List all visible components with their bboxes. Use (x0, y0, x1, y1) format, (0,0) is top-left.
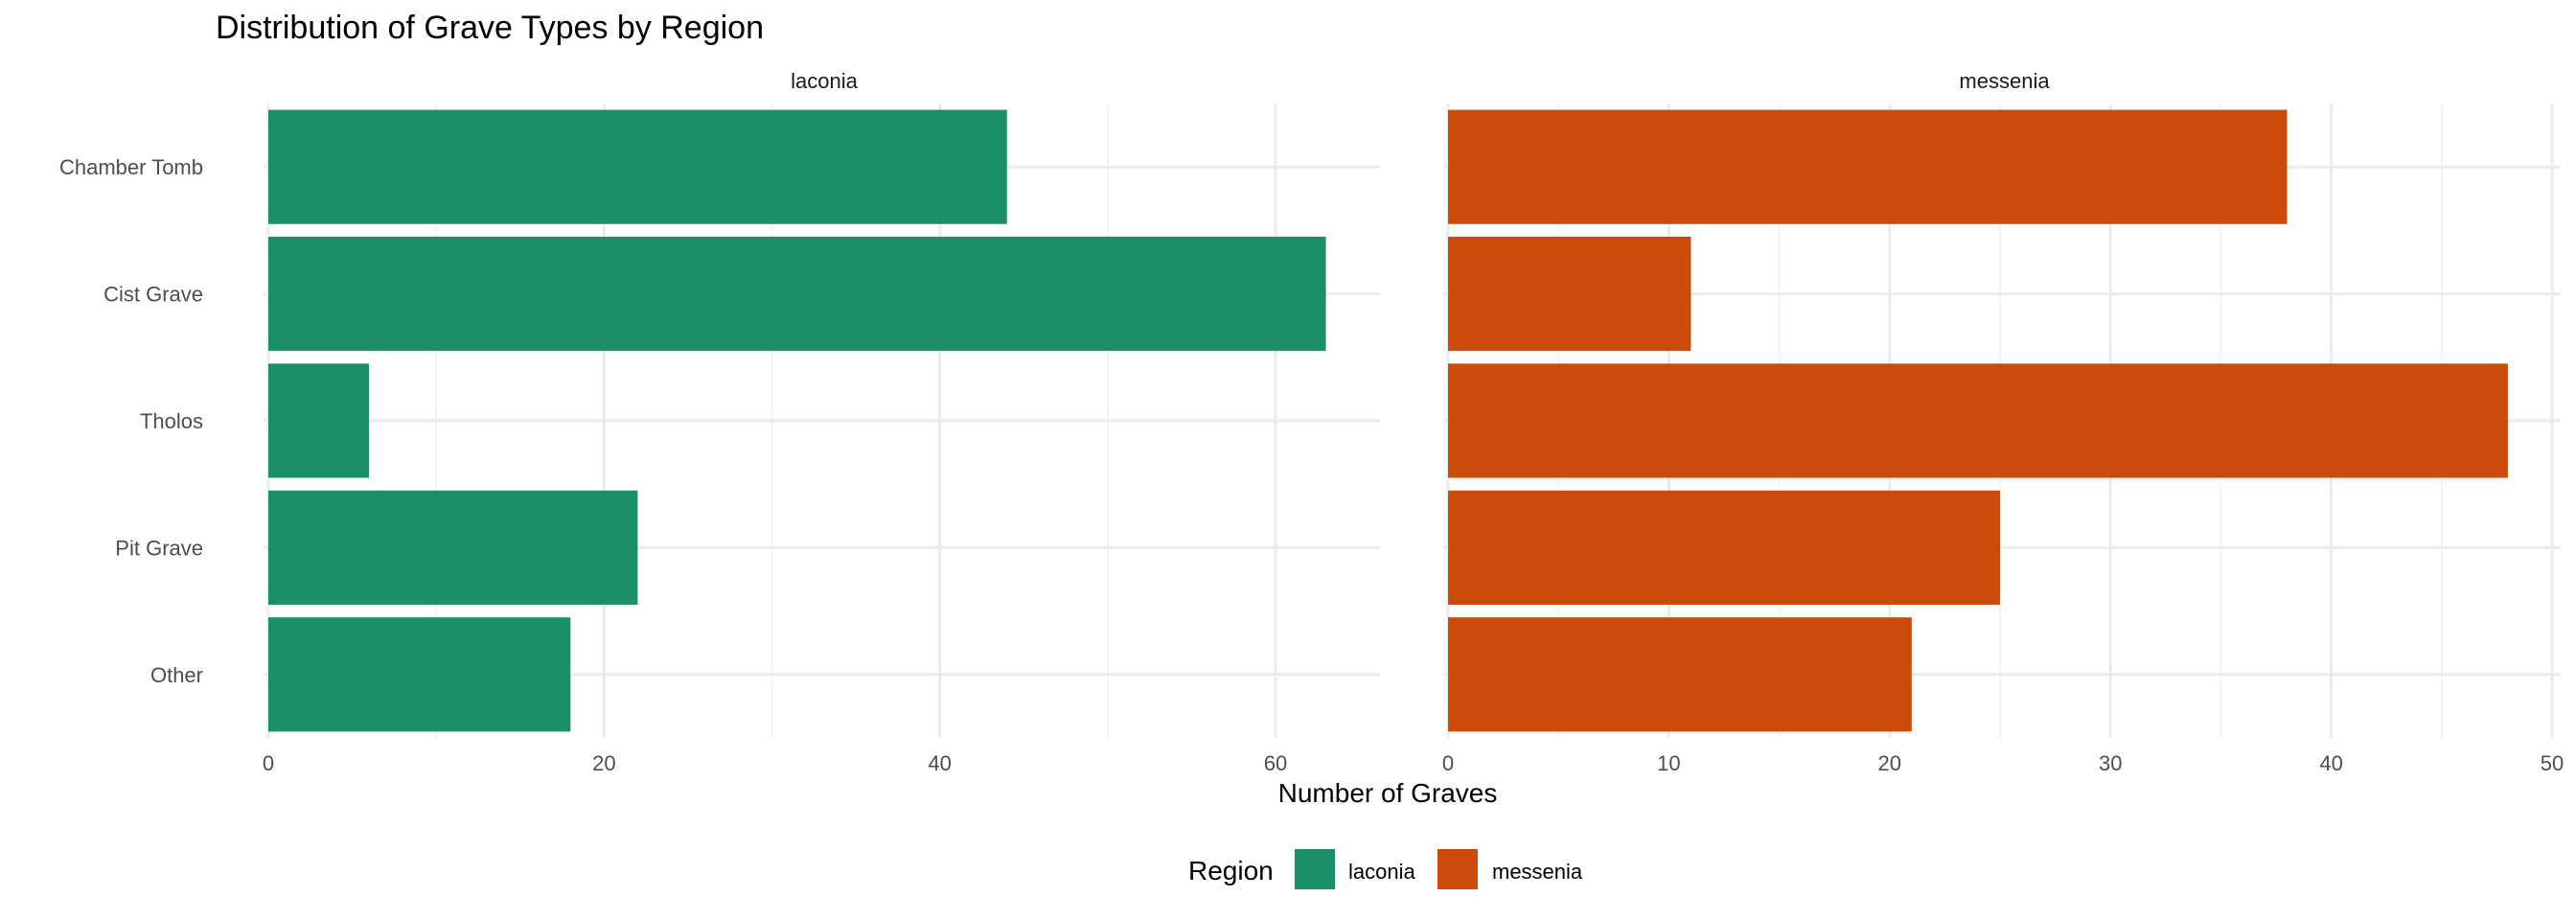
x-tick-label: 40 (2319, 751, 2342, 775)
facet-strip-label: laconia (791, 69, 858, 93)
y-tick-label: Cist Grave (104, 283, 203, 307)
legend-swatch-laconia (1295, 849, 1335, 889)
facet-panel-messenia: messenia 0 10 20 30 40 50 (1442, 69, 2564, 775)
bar-laconia-cist-grave (268, 237, 1326, 352)
bar-messenia-chamber-tomb (1448, 109, 2288, 224)
facet-strip-label: messenia (1959, 69, 2050, 93)
bar-laconia-pit-grave (268, 490, 638, 605)
x-tick-label: 0 (263, 751, 274, 775)
bar-messenia-cist-grave (1448, 237, 1691, 352)
legend-label-laconia: laconia (1348, 860, 1415, 884)
x-tick-label: 60 (1264, 751, 1287, 775)
y-tick-label: Other (150, 663, 203, 687)
x-tick-label: 10 (1657, 751, 1680, 775)
y-tick-label: Pit Grave (115, 536, 203, 560)
bar-messenia-tholos (1448, 363, 2508, 478)
x-tick-label: 20 (1878, 751, 1901, 775)
bar-messenia-other (1448, 617, 1912, 732)
bar-messenia-pit-grave (1448, 490, 2000, 605)
x-tick-label: 50 (2541, 751, 2564, 775)
legend-swatch-messenia (1438, 849, 1478, 889)
x-tick-label: 30 (2099, 751, 2122, 775)
x-axis-label: Number of Graves (1278, 778, 1498, 808)
y-tick-label: Tholos (140, 409, 203, 433)
y-tick-label: Chamber Tomb (59, 155, 203, 179)
x-tick-label: 40 (928, 751, 951, 775)
bar-laconia-chamber-tomb (268, 109, 1007, 224)
chart-title: Distribution of Grave Types by Region (216, 10, 764, 46)
legend-label-messenia: messenia (1492, 860, 1583, 884)
facet-panel-laconia: laconia 0 20 40 60 Chamber Tomb Cist Grave Thol… (59, 69, 1380, 775)
legend-title: Region (1188, 856, 1274, 886)
bar-laconia-tholos (268, 363, 370, 478)
bar-laconia-other (268, 617, 571, 732)
x-tick-label: 0 (1442, 751, 1454, 775)
x-tick-label: 20 (592, 751, 615, 775)
